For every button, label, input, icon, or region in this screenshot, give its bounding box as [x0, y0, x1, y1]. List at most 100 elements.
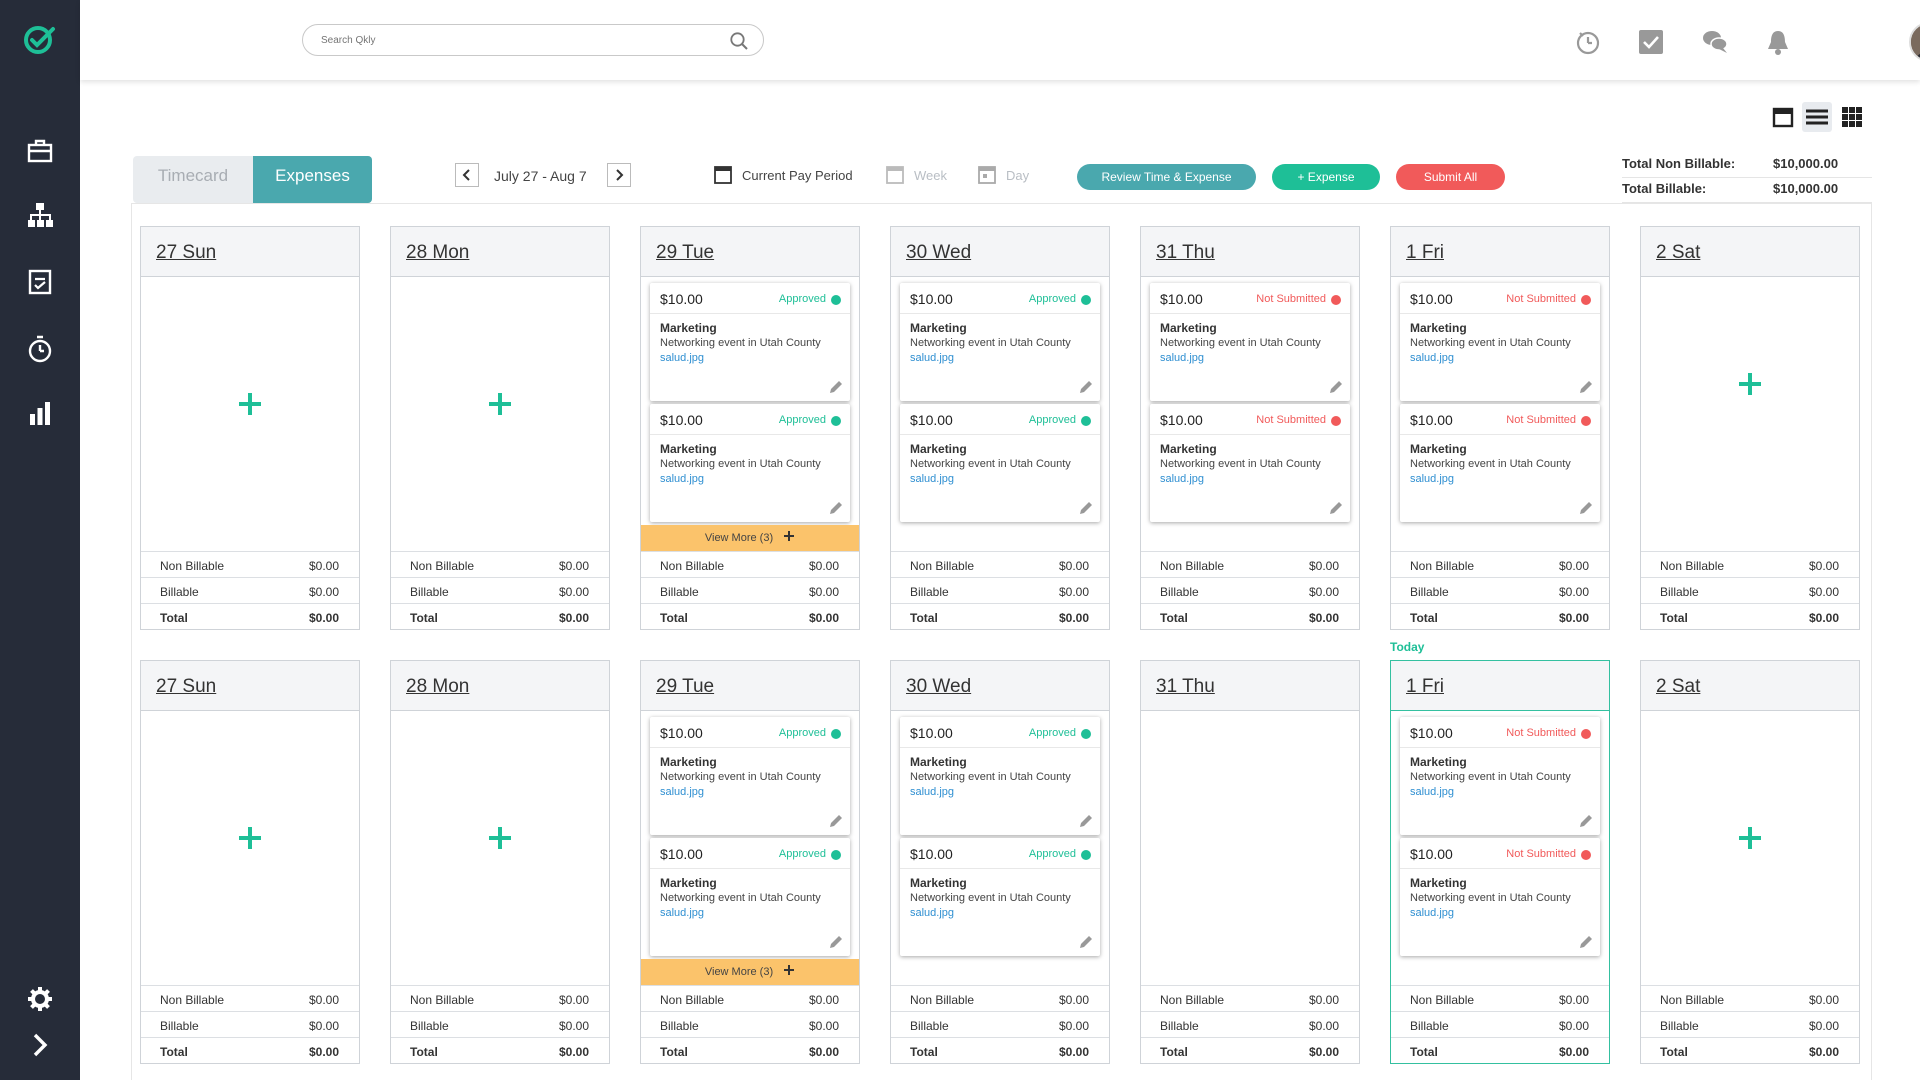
tab-timecard[interactable]: Timecard — [157, 166, 229, 185]
pencil-icon[interactable] — [828, 813, 844, 829]
gear-icon[interactable] — [25, 984, 55, 1014]
org-chart-icon[interactable] — [25, 200, 55, 230]
expense-attachment-link[interactable]: salud.jpg — [1160, 473, 1205, 485]
add-expense-plus-icon[interactable] — [233, 387, 267, 421]
prev-period-button[interactable] — [455, 163, 479, 187]
expense-attachment-link[interactable]: salud.jpg — [910, 473, 955, 485]
expense-attachment-link[interactable]: salud.jpg — [660, 907, 705, 919]
day-header[interactable]: 2 Sat — [1641, 661, 1859, 711]
search-box[interactable] — [302, 24, 764, 56]
chat-icon[interactable] — [1701, 28, 1729, 56]
expense-card[interactable]: $10.00 Not Submitted Marketing Networking e… — [1150, 283, 1350, 401]
bar-chart-icon[interactable] — [25, 398, 55, 428]
bell-icon[interactable] — [1764, 28, 1792, 56]
day-label[interactable]: 27 Sun — [156, 676, 217, 697]
day-label[interactable]: 1 Fri — [1406, 676, 1444, 697]
expense-card[interactable]: $10.00 Approved Marketing Networking event … — [650, 717, 850, 835]
day-header[interactable]: 28 Mon — [391, 661, 609, 711]
expense-attachment-link[interactable]: salud.jpg — [660, 352, 705, 364]
day-label[interactable]: 29 Tue — [656, 242, 715, 263]
pencil-icon[interactable] — [828, 934, 844, 950]
expense-attachment-link[interactable]: salud.jpg — [910, 352, 955, 364]
search-icon[interactable] — [729, 31, 749, 51]
expense-attachment-link[interactable]: salud.jpg — [1410, 907, 1455, 919]
day-header[interactable]: 2 Sat — [1641, 227, 1859, 277]
pencil-icon[interactable] — [1328, 379, 1344, 395]
briefcase-icon[interactable] — [25, 136, 55, 166]
day-header[interactable]: 1 Fri — [1391, 661, 1609, 711]
day-label[interactable]: 29 Tue — [656, 676, 715, 697]
review-time-expense-button[interactable]: Review Time & Expense — [1077, 164, 1256, 190]
add-expense-plus-icon[interactable] — [1733, 367, 1767, 401]
expense-card[interactable]: $10.00 Approved Marketing Networking event … — [650, 283, 850, 401]
pencil-icon[interactable] — [828, 500, 844, 516]
expense-card[interactable]: $10.00 Approved Marketing Networking event … — [900, 838, 1100, 956]
day-header[interactable]: 30 Wed — [891, 227, 1109, 277]
day-header[interactable]: 28 Mon — [391, 227, 609, 277]
day-label[interactable]: 2 Sat — [1656, 676, 1701, 697]
add-expense-plus-icon[interactable] — [1733, 821, 1767, 855]
day-header[interactable]: 30 Wed — [891, 661, 1109, 711]
expense-card[interactable]: $10.00 Approved Marketing Networking event … — [650, 404, 850, 522]
next-period-button[interactable] — [607, 163, 631, 187]
expense-card[interactable]: $10.00 Not Submitted Marketing Networking e… — [1400, 404, 1600, 522]
day-label[interactable]: 2 Sat — [1656, 242, 1701, 263]
pencil-icon[interactable] — [828, 379, 844, 395]
day-header[interactable]: 29 Tue — [641, 227, 859, 277]
add-expense-plus-icon[interactable] — [483, 387, 517, 421]
day-label[interactable]: 27 Sun — [156, 242, 217, 263]
avatar[interactable] — [1909, 22, 1920, 62]
expense-card[interactable]: $10.00 Approved Marketing Networking event … — [900, 717, 1100, 835]
view-more-button[interactable]: View More (3) — [641, 525, 859, 551]
expense-attachment-link[interactable]: salud.jpg — [1410, 473, 1455, 485]
expense-card[interactable]: $10.00 Approved Marketing Networking event … — [900, 404, 1100, 522]
search-input[interactable] — [321, 31, 721, 49]
timer-icon[interactable] — [1574, 28, 1602, 56]
grid-view-button[interactable] — [1837, 102, 1867, 132]
pencil-icon[interactable] — [1078, 500, 1094, 516]
expense-card[interactable]: $10.00 Approved Marketing Networking event … — [900, 283, 1100, 401]
day-label[interactable]: 30 Wed — [906, 242, 972, 263]
view-more-button[interactable]: View More (3) — [641, 959, 859, 985]
submit-all-button[interactable]: Submit All — [1396, 164, 1505, 190]
clipboard-check-icon[interactable] — [25, 266, 55, 296]
expense-attachment-link[interactable]: salud.jpg — [1410, 352, 1455, 364]
expense-attachment-link[interactable]: salud.jpg — [660, 786, 705, 798]
expense-card[interactable]: $10.00 Not Submitted Marketing Networking e… — [1400, 283, 1600, 401]
expense-attachment-link[interactable]: salud.jpg — [1410, 786, 1455, 798]
calendar-view-button[interactable] — [1768, 102, 1798, 132]
expense-card[interactable]: $10.00 Not Submitted Marketing Networking e… — [1400, 838, 1600, 956]
day-label[interactable]: 28 Mon — [406, 676, 470, 697]
pencil-icon[interactable] — [1078, 813, 1094, 829]
day-header[interactable]: 29 Tue — [641, 661, 859, 711]
add-expense-plus-icon[interactable] — [233, 821, 267, 855]
pencil-icon[interactable] — [1578, 813, 1594, 829]
day-header[interactable]: 1 Fri — [1391, 227, 1609, 277]
expense-attachment-link[interactable]: salud.jpg — [910, 786, 955, 798]
pencil-icon[interactable] — [1078, 934, 1094, 950]
pencil-icon[interactable] — [1578, 934, 1594, 950]
stopwatch-icon[interactable] — [25, 334, 55, 364]
tab-expenses[interactable]: Expenses — [253, 156, 372, 203]
task-check-icon[interactable] — [1637, 28, 1665, 56]
expense-attachment-link[interactable]: salud.jpg — [910, 907, 955, 919]
pencil-icon[interactable] — [1328, 500, 1344, 516]
day-label[interactable]: 31 Thu — [1156, 676, 1215, 697]
check-circle-logo-icon[interactable] — [22, 24, 56, 58]
day-label[interactable]: 1 Fri — [1406, 242, 1444, 263]
pencil-icon[interactable] — [1078, 379, 1094, 395]
expense-card[interactable]: $10.00 Not Submitted Marketing Networking e… — [1400, 717, 1600, 835]
day-header[interactable]: 31 Thu — [1141, 661, 1359, 711]
day-header[interactable]: 31 Thu — [1141, 227, 1359, 277]
expense-card[interactable]: $10.00 Not Submitted Marketing Networking e… — [1150, 404, 1350, 522]
day-label[interactable]: 28 Mon — [406, 242, 470, 263]
expense-attachment-link[interactable]: salud.jpg — [1160, 352, 1205, 364]
pencil-icon[interactable] — [1578, 500, 1594, 516]
expense-card[interactable]: $10.00 Approved Marketing Networking event … — [650, 838, 850, 956]
day-header[interactable]: 27 Sun — [141, 227, 359, 277]
add-expense-button[interactable]: + Expense — [1272, 164, 1380, 190]
list-view-button[interactable] — [1802, 102, 1832, 132]
day-header[interactable]: 27 Sun — [141, 661, 359, 711]
add-expense-plus-icon[interactable] — [483, 821, 517, 855]
day-label[interactable]: 30 Wed — [906, 676, 972, 697]
